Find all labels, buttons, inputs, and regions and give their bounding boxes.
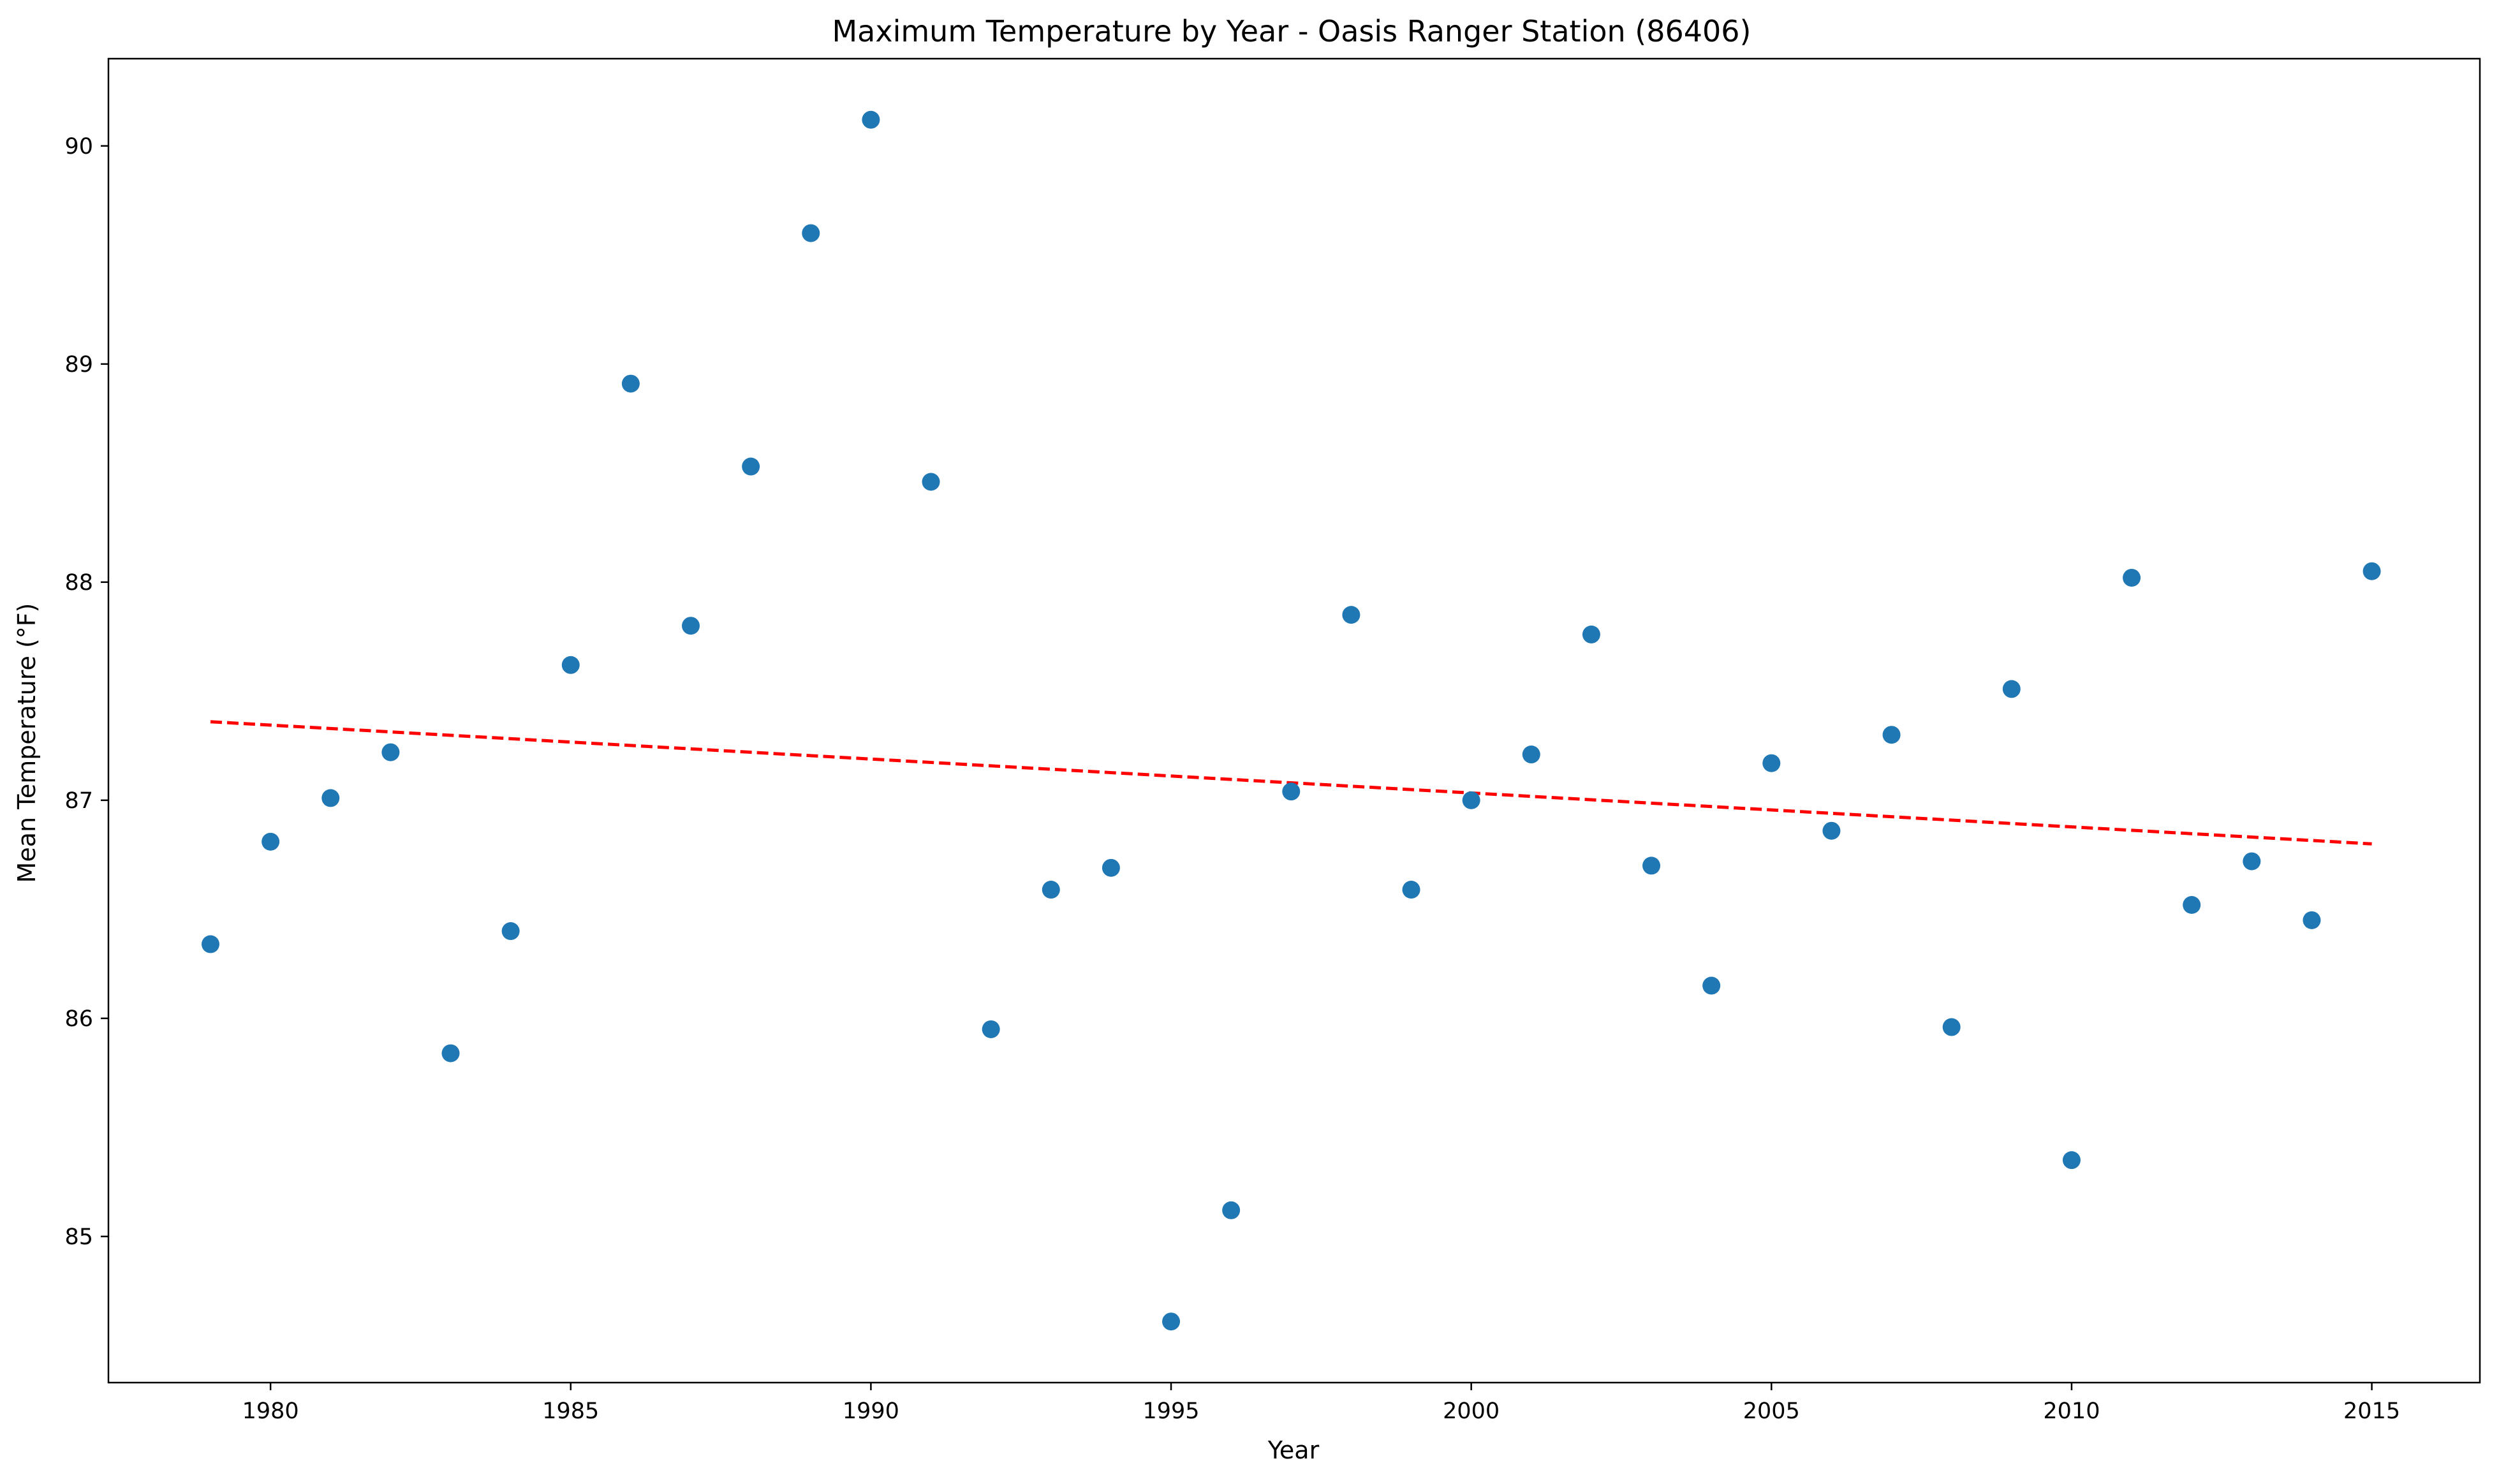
data-point xyxy=(262,832,280,851)
plot-frame xyxy=(107,57,2481,1384)
data-point xyxy=(1522,746,1540,764)
data-point xyxy=(922,473,940,491)
y-tick-label: 86 xyxy=(64,1006,93,1032)
data-point xyxy=(2002,680,2021,698)
x-tick-label: 1980 xyxy=(242,1399,299,1424)
data-point xyxy=(2243,852,2261,871)
x-tick-label: 2000 xyxy=(1443,1399,1500,1424)
data-point xyxy=(1882,726,1901,744)
data-point xyxy=(381,743,400,761)
y-axis-label: Mean Temperature (°F) xyxy=(13,603,41,883)
data-point xyxy=(742,457,760,476)
points-layer xyxy=(202,110,2381,1331)
data-point xyxy=(862,110,880,129)
y-axis: 85 86 87 88 89 90 xyxy=(64,134,108,1250)
x-tick-label: 2010 xyxy=(2043,1399,2100,1424)
data-point xyxy=(1582,625,1600,643)
data-point xyxy=(1642,856,1661,875)
data-point xyxy=(1042,881,1060,899)
y-tick-label: 90 xyxy=(64,134,93,159)
data-point xyxy=(2303,911,2321,929)
data-point xyxy=(621,374,640,393)
x-axis-label: Year xyxy=(1267,1436,1320,1464)
data-point xyxy=(321,789,340,807)
chart-title: Maximum Temperature by Year - Oasis Rang… xyxy=(832,14,1751,48)
data-point xyxy=(1702,976,1721,995)
data-point xyxy=(1282,782,1301,801)
data-point xyxy=(1762,754,1781,772)
data-point xyxy=(2123,568,2141,587)
data-point xyxy=(1462,791,1480,809)
data-point xyxy=(982,1020,1000,1038)
data-point xyxy=(1162,1312,1181,1331)
data-point xyxy=(1222,1201,1241,1219)
data-point xyxy=(1342,606,1360,624)
data-point xyxy=(1942,1018,1961,1036)
x-tick-label: 2015 xyxy=(2343,1399,2400,1424)
y-tick-label: 85 xyxy=(64,1224,93,1250)
data-point xyxy=(1102,858,1120,877)
x-tick-label: 1990 xyxy=(843,1399,899,1424)
y-tick-label: 88 xyxy=(64,570,93,596)
y-tick-label: 87 xyxy=(64,788,93,814)
data-point xyxy=(2183,895,2201,914)
y-tick-label: 89 xyxy=(64,352,93,378)
data-point xyxy=(802,224,820,242)
data-point xyxy=(441,1044,460,1062)
data-point xyxy=(2062,1151,2081,1170)
data-point xyxy=(2363,562,2381,580)
x-axis: 1980 1985 1990 1995 2000 2005 2010 2015 xyxy=(242,1383,2400,1424)
data-point xyxy=(501,922,520,941)
x-tick-label: 1985 xyxy=(542,1399,599,1424)
x-tick-label: 2005 xyxy=(1743,1399,1800,1424)
data-point xyxy=(202,935,220,953)
x-tick-label: 1995 xyxy=(1143,1399,1200,1424)
data-point xyxy=(1822,821,1841,840)
data-point xyxy=(682,617,700,635)
data-point xyxy=(561,656,580,674)
data-point xyxy=(1402,881,1420,899)
